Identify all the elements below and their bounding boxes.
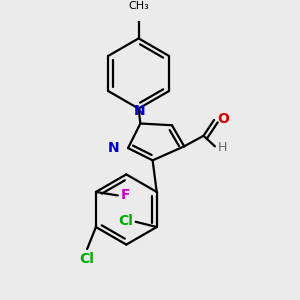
Text: O: O bbox=[218, 112, 230, 126]
Text: H: H bbox=[218, 141, 227, 154]
Text: Cl: Cl bbox=[118, 214, 133, 228]
Text: N: N bbox=[134, 104, 145, 118]
Text: F: F bbox=[121, 188, 130, 203]
Text: CH₃: CH₃ bbox=[128, 1, 149, 11]
Text: Cl: Cl bbox=[80, 253, 94, 266]
Text: N: N bbox=[108, 141, 119, 155]
